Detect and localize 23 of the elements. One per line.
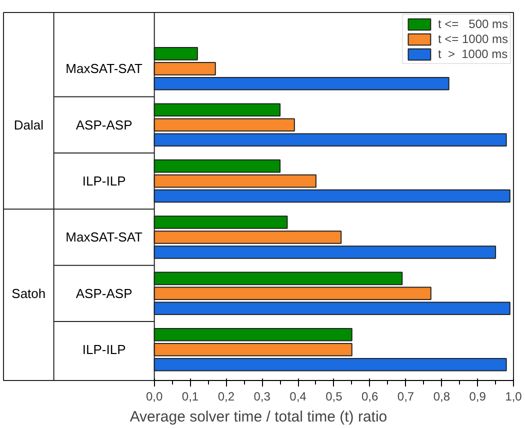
x-tick-label: 1,0	[505, 390, 522, 404]
x-tick-label: 0,7	[397, 390, 414, 404]
legend-label: t <= 1000 ms	[438, 32, 508, 46]
y-tick-label: ILP-ILP	[82, 174, 126, 189]
y-tick-label: MaxSAT-SAT	[66, 230, 143, 245]
legend-label: t > 1000 ms	[438, 47, 508, 61]
y-tick-label: ILP-ILP	[82, 342, 126, 358]
legend-label: t <= 500 ms	[438, 17, 508, 31]
x-tick-label: 0,9	[469, 390, 486, 404]
y-tick-label: ASP-ASP	[76, 286, 132, 301]
y-tick-label: ASP-ASP	[76, 117, 132, 132]
x-tick-label: 0,0	[146, 390, 164, 404]
text: Dalal	[14, 117, 44, 132]
x-axis-title: Average solver time / total time (t) ratio	[130, 408, 388, 426]
x-tick-label: 0,2	[218, 390, 235, 404]
x-tick-label: 0,8	[433, 390, 450, 404]
x-tick-label: 0,3	[254, 390, 271, 404]
text: Satoh	[12, 286, 46, 301]
x-tick-label: 0,6	[361, 390, 379, 404]
y-tick-label: MaxSAT-SAT	[66, 61, 143, 76]
x-tick-label: 0,5	[326, 390, 343, 404]
x-tick-label: 0,1	[182, 390, 199, 404]
x-tick-label: 0,4	[290, 390, 307, 404]
